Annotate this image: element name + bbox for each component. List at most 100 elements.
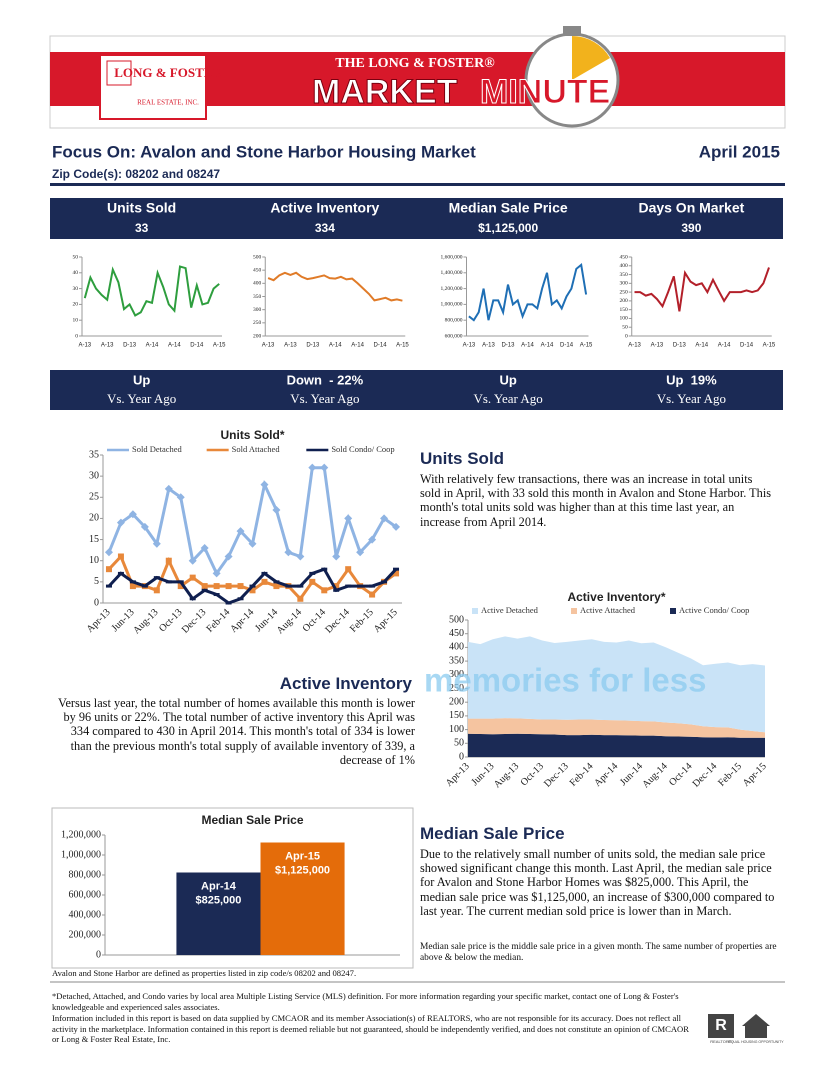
- x-tick-label: Oct-14: [301, 607, 328, 634]
- y-tick-label: 1,200,000: [441, 286, 463, 292]
- kpi-value: 33: [135, 221, 149, 235]
- bar-value-label: $1,125,000: [275, 864, 330, 876]
- y-tick-label: 15: [89, 534, 99, 545]
- legend-label: Active Attached: [580, 605, 636, 615]
- x-tick-label: A-13: [78, 343, 91, 349]
- x-tick-label: A-15: [213, 343, 226, 349]
- y-tick-label: 350: [253, 294, 262, 300]
- y-tick-label: 1,000,000: [441, 302, 463, 308]
- equal-housing-logo: [742, 1014, 770, 1038]
- x-tick-label: A-15: [396, 343, 409, 349]
- logo-box: [99, 54, 207, 120]
- series-line: [107, 466, 397, 577]
- legend-swatch: [571, 608, 577, 614]
- y-tick-label: 200,000: [69, 929, 102, 940]
- point: [357, 584, 364, 588]
- kpi-label: Active Inventory: [270, 200, 379, 216]
- stopwatch-crown: [563, 26, 581, 36]
- y-tick-label: 5: [94, 576, 99, 587]
- y-tick-label: 30: [89, 470, 99, 481]
- footer-note: Information included in this report is b…: [52, 1013, 689, 1045]
- x-tick-label: A-13: [651, 343, 664, 349]
- series-line: [468, 263, 588, 322]
- rule: [50, 183, 785, 186]
- y-tick-label: 35: [89, 449, 99, 460]
- y-tick-label: 250: [620, 289, 629, 295]
- x-tick-label: D-14: [740, 343, 754, 349]
- point: [165, 580, 172, 584]
- footer-definition: Avalon and Stone Harbor are defined as p…: [52, 968, 357, 978]
- y-tick-label: 150: [449, 710, 464, 721]
- y-tick-label: 300: [449, 669, 464, 680]
- legend-label: Sold Detached: [132, 444, 183, 454]
- point: [176, 493, 185, 502]
- x-tick-label: A-14: [718, 343, 731, 349]
- point: [309, 578, 316, 585]
- x-tick-label: Oct-13: [157, 607, 184, 634]
- y-tick-label: 800,000: [445, 317, 463, 323]
- tagline: THE LONG & FOSTER®: [335, 56, 495, 71]
- series-line: [634, 267, 770, 312]
- point: [344, 514, 353, 523]
- point: [225, 601, 232, 605]
- x-tick-label: A-13: [463, 343, 476, 349]
- point: [393, 570, 400, 577]
- point: [129, 583, 136, 590]
- point: [200, 544, 209, 553]
- y-tick-label: 40: [73, 270, 79, 276]
- bar-category: Apr-15: [285, 850, 320, 862]
- y-tick-label: 1,200,000: [61, 829, 101, 840]
- y-tick-label: 600,000: [69, 889, 102, 900]
- point: [225, 583, 232, 590]
- point: [236, 527, 245, 536]
- x-tick-label: A-13: [628, 343, 641, 349]
- x-tick-label: A-14: [351, 343, 364, 349]
- x-tick-label: D-14: [374, 343, 388, 349]
- x-tick-label: Apr-15: [372, 607, 400, 635]
- point: [368, 535, 377, 544]
- x-tick-label: Feb-14: [568, 761, 596, 789]
- x-tick-label: D-13: [306, 343, 320, 349]
- point: [321, 567, 328, 571]
- point: [380, 514, 389, 523]
- y-tick-label: 400: [449, 642, 464, 653]
- chart-title: Units Sold*: [220, 428, 284, 442]
- point: [345, 584, 352, 588]
- point: [224, 552, 233, 561]
- x-tick-label: A-14: [329, 343, 342, 349]
- point: [297, 595, 304, 602]
- point: [248, 539, 257, 548]
- y-tick-label: 200: [253, 333, 262, 339]
- x-tick-label: A-14: [146, 343, 159, 349]
- x-tick-label: D-13: [123, 343, 137, 349]
- x-tick-label: A-13: [284, 343, 297, 349]
- y-tick-label: 450: [253, 267, 262, 273]
- point: [309, 571, 316, 575]
- kpi-label: Median Sale Price: [449, 200, 568, 216]
- change-band: [50, 370, 783, 410]
- area: [468, 733, 765, 757]
- y-tick-label: 1,400,000: [441, 270, 463, 276]
- x-tick-label: A-14: [541, 343, 554, 349]
- change-trend: Up 19%: [666, 372, 717, 387]
- x-tick-label: Apr-13: [85, 607, 113, 635]
- x-tick-label: A-14: [521, 343, 534, 349]
- y-tick-label: 400: [253, 281, 262, 287]
- y-tick-label: 400: [620, 263, 629, 269]
- x-tick-label: Feb-15: [716, 761, 744, 789]
- y-tick-label: 0: [94, 597, 99, 608]
- x-tick-label: Aug-14: [275, 607, 304, 636]
- x-tick-label: Apr-13: [444, 761, 472, 789]
- point: [249, 584, 256, 588]
- section-body: Versus last year, the total number of ho…: [57, 696, 415, 767]
- legend-label: Active Detached: [481, 605, 539, 615]
- price-chart-frame: [51, 807, 414, 969]
- point: [189, 597, 196, 601]
- x-tick-label: Dec-14: [691, 761, 720, 790]
- point: [153, 576, 160, 580]
- y-tick-label: 400,000: [69, 909, 102, 920]
- point: [165, 557, 172, 564]
- x-tick-label: Apr-14: [592, 761, 620, 789]
- point: [261, 571, 268, 575]
- section-body: With relatively few transactions, there …: [420, 472, 772, 529]
